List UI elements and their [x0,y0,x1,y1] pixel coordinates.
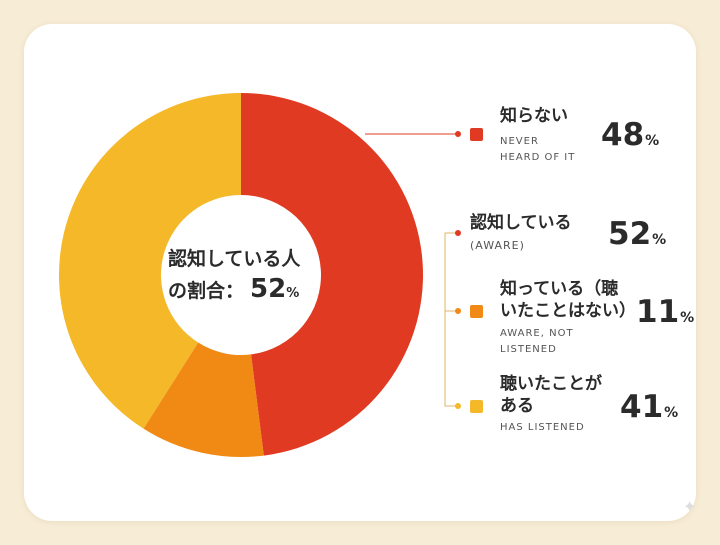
listened-title: 聴いたことが ある [500,374,602,416]
aware-not-listened-sub: AWARE, NOT LISTENED [500,328,574,355]
listened-unit: % [664,405,679,421]
listened-dot [455,403,461,409]
aware-bracket [444,232,458,407]
aware-bracket-dot [455,230,461,236]
donut-slice-0 [241,93,424,456]
center-value: 52 [250,274,287,304]
never-unit: % [645,133,660,149]
aware-unit: % [652,232,667,248]
listened-value: 41 [620,389,664,425]
never-value-wrap: 48% [601,117,659,153]
center-label: 認知している人 の割合： 52% [168,244,318,309]
listened-value-wrap: 41% [620,389,678,425]
aware-not-listened-title: 知っている（聴 いたことはない） [500,279,636,321]
aware-not-listened-value-wrap: 11% [636,294,694,330]
aware-title: 認知している [470,213,572,233]
never-connector-dot [455,131,461,137]
aware-not-listened-dot [455,308,461,314]
never-sub: NEVER HEARD OF IT [500,136,576,163]
never-title: 知らない [500,106,568,126]
sparkle-icon: ✦ [683,497,697,516]
donut-slice-2 [58,93,241,429]
never-value: 48 [601,117,645,153]
listened-sub: HAS LISTENED [500,422,585,433]
center-line1: 認知している人 [168,248,301,270]
center-line2: の割合： [168,280,245,302]
listened-swatch [470,400,483,413]
donut-slice-1 [143,342,264,458]
aware-value: 52 [608,216,652,252]
aware-not-listened-value: 11 [636,294,680,330]
center-unit: % [286,286,300,301]
aware-not-listened-unit: % [680,310,695,326]
aware-sub: (AWARE) [470,239,525,252]
aware-value-wrap: 52% [608,216,666,252]
never-swatch [470,128,483,141]
aware-not-listened-swatch [470,305,483,318]
